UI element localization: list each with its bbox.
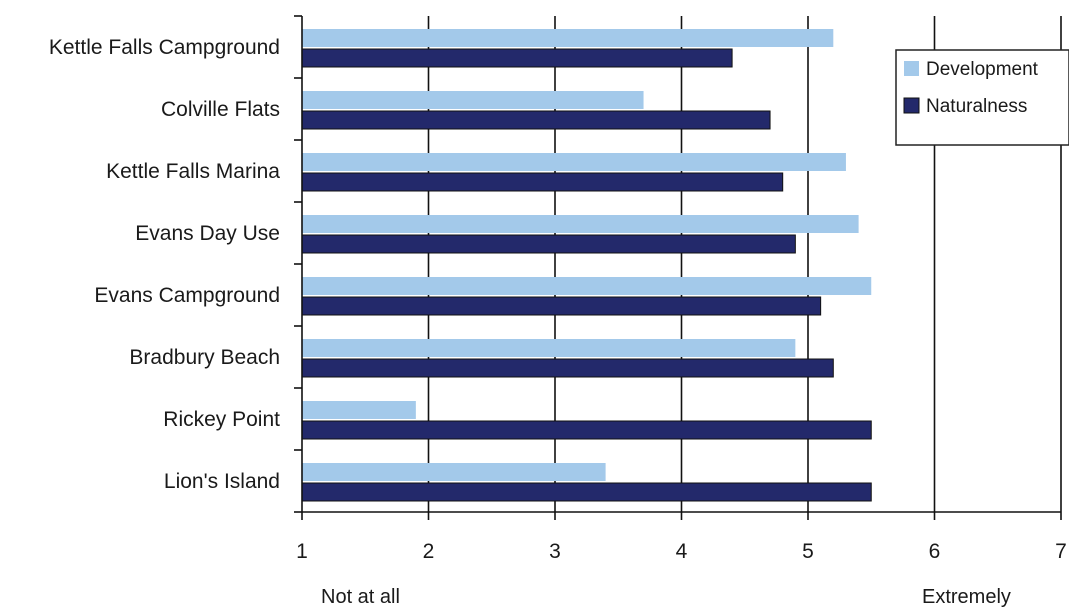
bar-naturalness-bradbury-beach <box>301 358 834 378</box>
bar-development-rickey-point <box>302 401 416 419</box>
category-label: Colville Flats <box>161 98 280 121</box>
legend-label-development: Development <box>926 59 1039 80</box>
axes <box>294 15 1062 520</box>
category-label: Lion's Island <box>164 470 280 493</box>
x-tick-label-3: 3 <box>549 540 561 563</box>
category-label: Bradbury Beach <box>129 346 280 369</box>
x-tick-label-6: 6 <box>929 540 941 563</box>
bar-naturalness-evans-day-use <box>301 234 796 254</box>
bar-development-evans-day-use <box>302 215 859 233</box>
annotation-extremely: Extremely <box>922 586 1011 608</box>
legend: Development Naturalness <box>895 49 1069 146</box>
x-tick-label-7: 7 <box>1055 540 1067 563</box>
legend-label-naturalness: Naturalness <box>926 96 1027 117</box>
x-tick-label-4: 4 <box>676 540 688 563</box>
bar-naturalness-lion-s-island <box>301 482 872 502</box>
x-tick-label-1: 1 <box>296 540 308 563</box>
bar-naturalness-kettle-falls-marina <box>301 172 784 192</box>
category-label: Evans Campground <box>94 284 280 307</box>
bar-naturalness-rickey-point <box>301 420 872 440</box>
bar-development-colville-flats <box>302 91 644 109</box>
bar-naturalness-evans-campground <box>301 296 822 316</box>
bar-development-kettle-falls-campground <box>302 29 834 47</box>
x-tick-label-2: 2 <box>423 540 435 563</box>
bar-naturalness-kettle-falls-campground <box>301 48 733 68</box>
tick-labels: 1 2 3 4 5 6 7 <box>296 540 1067 563</box>
bar-development-kettle-falls-marina <box>302 153 846 171</box>
legend-swatch-development <box>904 61 919 76</box>
category-labels: Kettle Falls Campground Colville Flats Ket… <box>49 36 280 493</box>
bar-naturalness-colville-flats <box>301 110 771 130</box>
category-label: Kettle Falls Campground <box>49 36 280 59</box>
legend-box <box>895 49 1069 146</box>
category-label: Evans Day Use <box>135 222 280 245</box>
bar-development-evans-campground <box>302 277 872 295</box>
bar-development-bradbury-beach <box>302 339 796 357</box>
legend-swatch-naturalness <box>903 97 920 114</box>
bar-development-lion-s-island <box>302 463 606 481</box>
x-tick-label-5: 5 <box>802 540 814 563</box>
category-label: Rickey Point <box>163 408 280 431</box>
category-label: Kettle Falls Marina <box>106 160 280 183</box>
annotation-not-at-all: Not at all <box>321 586 400 608</box>
bars <box>301 29 872 502</box>
